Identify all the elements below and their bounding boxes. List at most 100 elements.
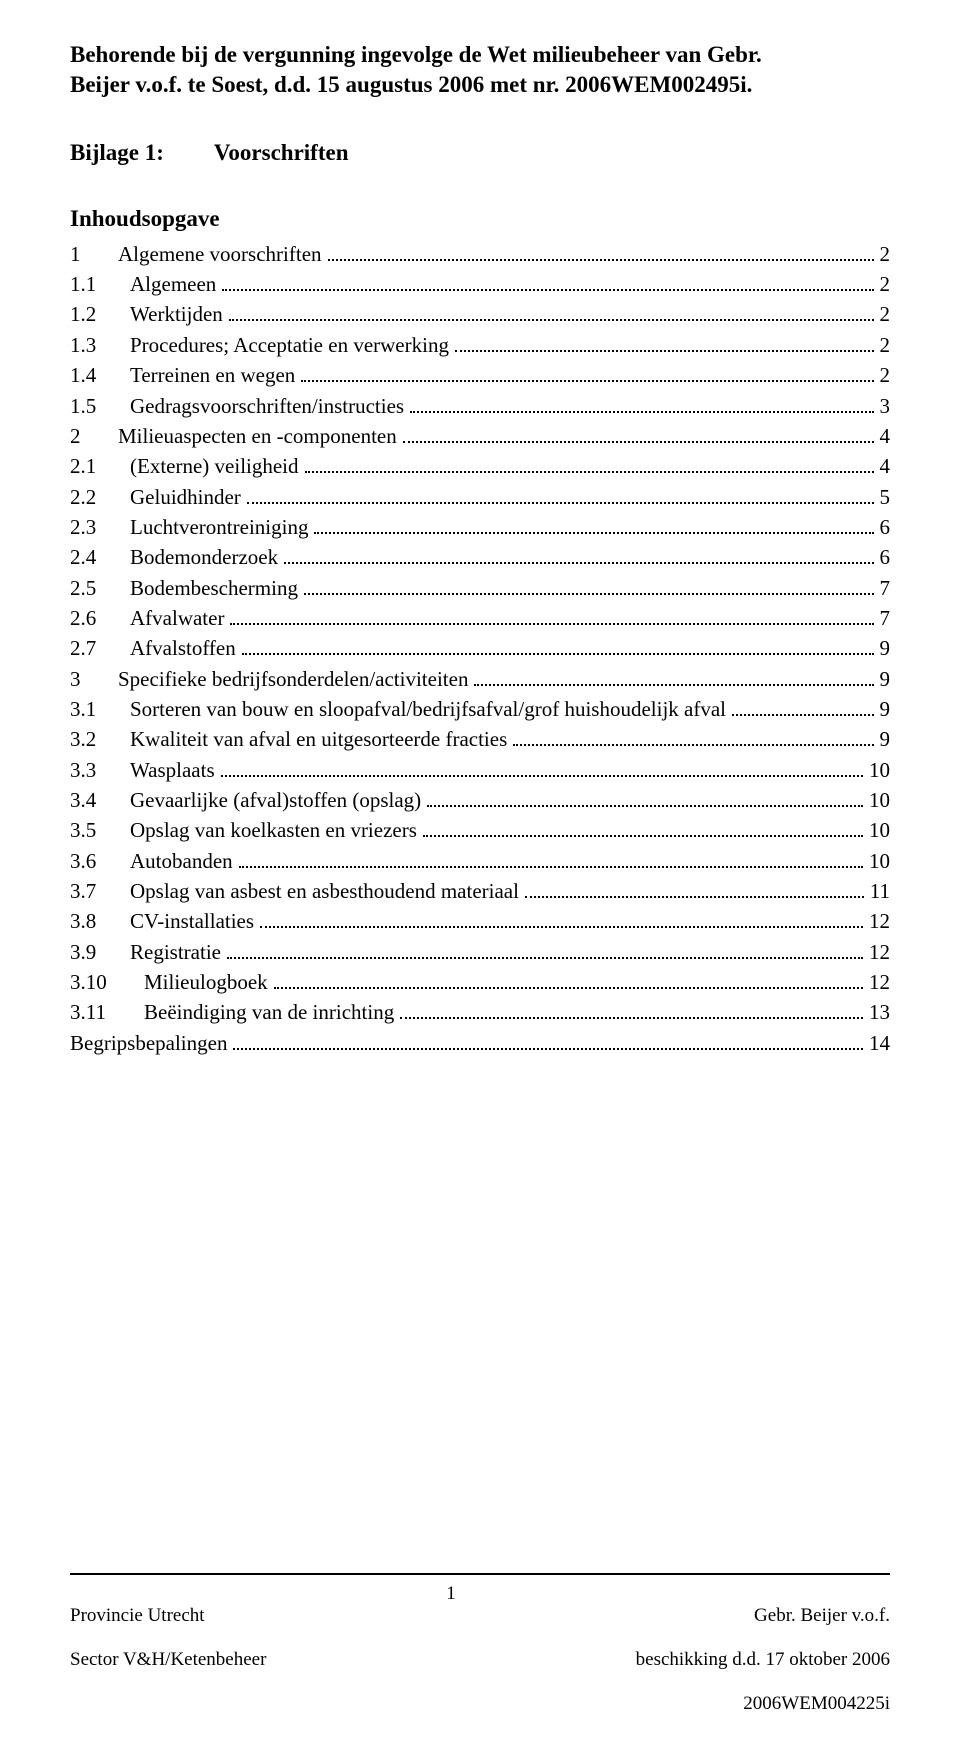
toc-entry-number: 3.3 [70, 756, 130, 784]
toc-entry-text: Specifieke bedrijfsonderdelen/activiteit… [118, 665, 468, 693]
toc-entry-text: Beëindiging van de inrichting [144, 998, 394, 1026]
footer-right: Gebr. Beijer v.o.f. beschikking d.d. 17 … [636, 1583, 890, 1715]
toc-leader-dots [328, 238, 874, 261]
toc-entry: 2.3Luchtverontreiniging6 [70, 511, 890, 541]
toc-entry: 2.7Afvalstoffen 9 [70, 632, 890, 662]
toc-entry-text: Werktijden [130, 300, 223, 328]
toc-entry: 3.5Opslag van koelkasten en vriezers10 [70, 814, 890, 844]
toc-entry-text: Afvalstoffen [130, 634, 236, 662]
toc-entry-number: 2.7 [70, 634, 130, 662]
toc-entry-page: 10 [869, 816, 890, 844]
toc-entry-page: 2 [880, 240, 891, 268]
toc-entry: 3.7Opslag van asbest en asbesthoudend ma… [70, 875, 890, 905]
toc-leader-dots [301, 359, 873, 382]
toc-entry: 3.1Sorteren van bouw en sloopafval/bedri… [70, 693, 890, 723]
attachment-name: Voorschriften [214, 140, 349, 165]
toc-entry: 3.10Milieulogboek12 [70, 966, 890, 996]
toc-entry-page: 6 [880, 543, 891, 571]
document-header: Behorende bij de vergunning ingevolge de… [70, 40, 890, 100]
attachment-title: Bijlage 1:Voorschriften [70, 140, 890, 166]
toc-leader-dots [221, 754, 863, 777]
toc-entry: 3.8CV-installaties12 [70, 905, 890, 935]
footer-left-line2: Sector V&H/Ketenbeheer [70, 1649, 266, 1670]
toc-entry-page: 9 [880, 665, 891, 693]
toc-leader-dots [474, 663, 873, 686]
toc-entry-text: Registratie [130, 938, 221, 966]
toc-entry: 3.9Registratie12 [70, 936, 890, 966]
toc-leader-dots [525, 875, 864, 898]
toc-entry-text: Afvalwater [130, 604, 224, 632]
toc-entry: Begripsbepalingen14 [70, 1027, 890, 1057]
toc-entry-number: 1.3 [70, 331, 130, 359]
toc-entry-number: 2.6 [70, 604, 130, 632]
toc-entry-number: 1.2 [70, 300, 130, 328]
toc-entry-number: 2.4 [70, 543, 130, 571]
toc-leader-dots [247, 481, 874, 504]
toc-entry-page: 14 [869, 1029, 890, 1057]
toc-entry-text: Kwaliteit van afval en uitgesorteerde fr… [130, 725, 507, 753]
toc-entry-page: 6 [880, 513, 891, 541]
toc-entry-page: 2 [880, 300, 891, 328]
document-page: Behorende bij de vergunning ingevolge de… [0, 0, 960, 1755]
footer-left: Provincie Utrecht Sector V&H/Ketenbeheer [70, 1583, 266, 1715]
toc-leader-dots [242, 632, 874, 655]
toc-entry-text: Gedragsvoorschriften/instructies [130, 392, 404, 420]
toc-entry-text: Gevaarlijke (afval)stoffen (opslag) [130, 786, 421, 814]
header-line-2: Beijer v.o.f. te Soest, d.d. 15 augustus… [70, 70, 890, 100]
toc-entry-number: 2.5 [70, 574, 130, 602]
toc-entry-text: Geluidhinder [130, 483, 241, 511]
toc-entry: 3.6Autobanden10 [70, 845, 890, 875]
toc-entry-text: Wasplaats [130, 756, 215, 784]
toc-entry-number: 2.1 [70, 452, 130, 480]
table-of-contents: 1Algemene voorschriften21.1Algemeen21.2W… [70, 238, 890, 1057]
toc-entry-number: 3 [70, 665, 118, 693]
toc-entry-page: 13 [869, 998, 890, 1026]
toc-entry-page: 12 [869, 968, 890, 996]
toc-entry-number: 1.1 [70, 270, 130, 298]
toc-leader-dots [274, 966, 863, 989]
toc-entry-page: 10 [869, 786, 890, 814]
toc-entry-number: 3.4 [70, 786, 130, 814]
toc-leader-dots [732, 693, 874, 716]
toc-entry: 1.5Gedragsvoorschriften/instructies3 [70, 390, 890, 420]
toc-entry-text: Procedures; Acceptatie en verwerking [130, 331, 449, 359]
toc-entry-text: (Externe) veiligheid [130, 452, 299, 480]
toc-entry: 1.2Werktijden 2 [70, 298, 890, 328]
toc-entry: 3Specifieke bedrijfsonderdelen/activitei… [70, 663, 890, 693]
toc-entry-page: 9 [880, 695, 891, 723]
footer-right-line2: beschikking d.d. 17 oktober 2006 [636, 1649, 890, 1670]
toc-entry: 2Milieuaspecten en -componenten4 [70, 420, 890, 450]
toc-leader-dots [230, 602, 873, 625]
toc-entry-text: CV-installaties [130, 907, 254, 935]
toc-entry: 2.2Geluidhinder5 [70, 481, 890, 511]
toc-entry-text: Sorteren van bouw en sloopafval/bedrijfs… [130, 695, 726, 723]
toc-entry: 2.1(Externe) veiligheid 4 [70, 450, 890, 480]
toc-entry-number: 3.11 [70, 998, 144, 1026]
toc-entry-text: Milieuaspecten en -componenten [118, 422, 397, 450]
footer-left-line1: Provincie Utrecht [70, 1605, 205, 1626]
toc-entry-number: 2.2 [70, 483, 130, 511]
toc-entry-text: Opslag van koelkasten en vriezers [130, 816, 417, 844]
toc-entry-number: 3.1 [70, 695, 130, 723]
toc-entry-text: Opslag van asbest en asbesthoudend mater… [130, 877, 519, 905]
toc-leader-dots [314, 511, 873, 534]
toc-leader-dots [305, 450, 874, 473]
toc-entry: 2.5Bodembescherming7 [70, 572, 890, 602]
toc-entry-number: 2.3 [70, 513, 130, 541]
toc-leader-dots [239, 845, 863, 868]
toc-entry-number: 1.4 [70, 361, 130, 389]
toc-entry: 1.1Algemeen2 [70, 268, 890, 298]
toc-entry: 1.4Terreinen en wegen2 [70, 359, 890, 389]
toc-entry-page: 2 [880, 270, 891, 298]
toc-leader-dots [513, 723, 873, 746]
toc-entry-page: 4 [880, 422, 891, 450]
toc-entry-page: 9 [880, 634, 891, 662]
toc-entry-page: 11 [870, 877, 890, 905]
toc-entry-page: 12 [869, 907, 890, 935]
toc-entry: 3.4Gevaarlijke (afval)stoffen (opslag) 10 [70, 784, 890, 814]
footer-right-line1: Gebr. Beijer v.o.f. [754, 1605, 890, 1626]
toc-entry-text: Milieulogboek [144, 968, 268, 996]
toc-entry: 3.3Wasplaats10 [70, 754, 890, 784]
toc-entry-text: Autobanden [130, 847, 233, 875]
toc-entry-page: 4 [880, 452, 891, 480]
